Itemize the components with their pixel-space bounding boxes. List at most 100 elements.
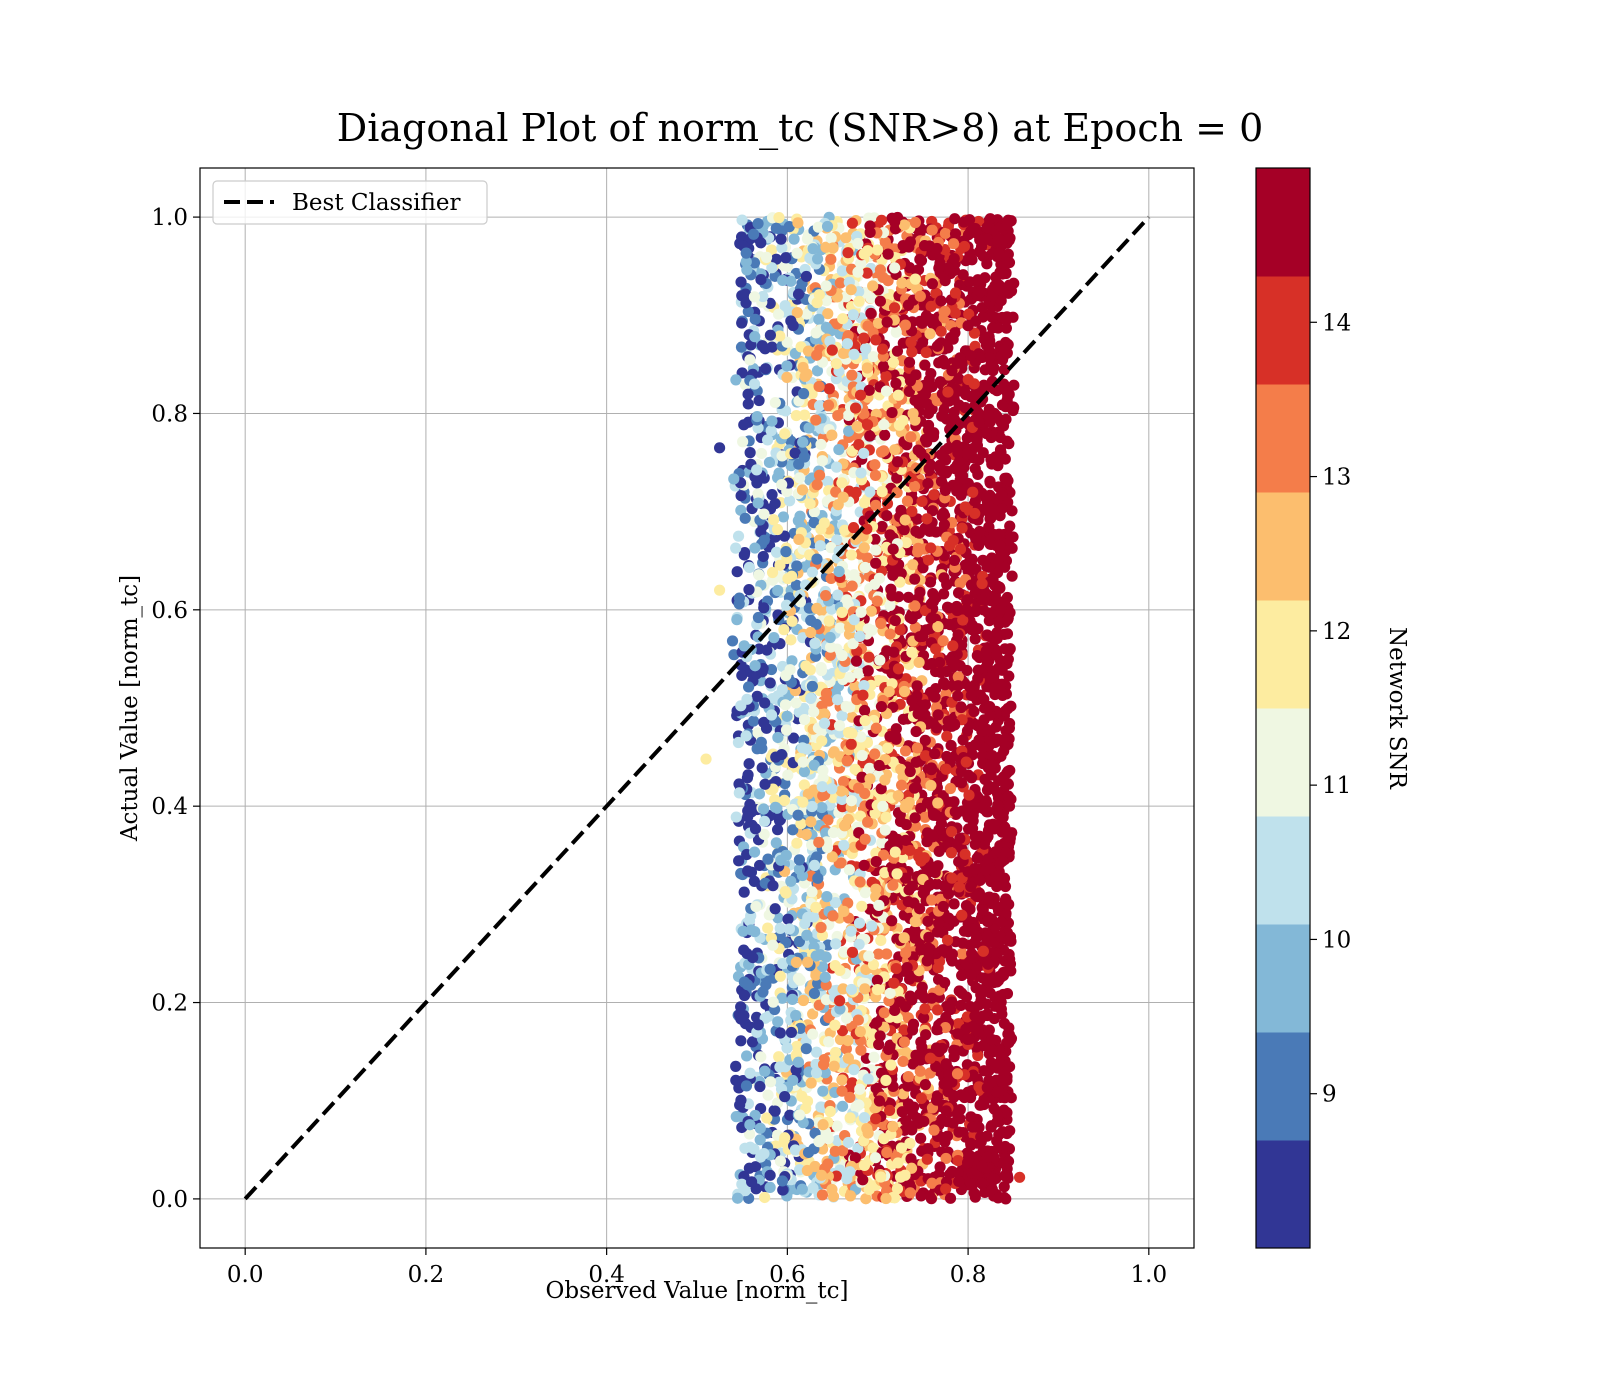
data-point: [906, 505, 918, 517]
data-point: [906, 694, 918, 707]
data-point: [898, 219, 910, 231]
data-point: [797, 361, 809, 374]
data-point: [881, 948, 893, 960]
data-point: [942, 715, 954, 727]
data-point: [948, 554, 961, 567]
data-point: [791, 837, 803, 849]
data-point: [740, 297, 752, 309]
data-point: [855, 606, 867, 618]
data-point: [784, 1109, 796, 1121]
data-point: [891, 1183, 904, 1195]
data-point: [796, 742, 808, 754]
data-point: [916, 317, 928, 329]
data-point: [981, 930, 994, 942]
data-point: [744, 354, 756, 366]
data-point: [730, 1111, 742, 1123]
data-point: [915, 1190, 927, 1202]
data-point: [836, 1100, 849, 1112]
data-point: [967, 1069, 979, 1081]
data-point: [824, 335, 836, 347]
data-point: [830, 461, 843, 473]
data-point: [747, 952, 759, 964]
data-point: [956, 522, 968, 534]
data-point: [967, 486, 979, 498]
data-point: [818, 708, 831, 720]
data-point: [919, 734, 931, 746]
data-point: [831, 694, 844, 706]
data-point: [968, 1187, 980, 1199]
data-point: [948, 253, 960, 265]
data-point: [885, 1059, 897, 1071]
data-point: [904, 375, 917, 387]
data-point: [870, 499, 882, 511]
data-point: [984, 538, 996, 550]
data-point: [740, 256, 752, 268]
data-point: [742, 681, 755, 693]
data-point: [730, 374, 742, 386]
data-point: [914, 253, 926, 265]
data-point: [952, 690, 964, 702]
data-point: [892, 389, 904, 401]
data-point: [934, 656, 946, 669]
data-point: [832, 589, 844, 601]
data-point: [836, 477, 848, 489]
data-point: [864, 430, 876, 442]
data-point: [743, 1162, 755, 1174]
data-point: [804, 498, 816, 510]
data-point: [895, 567, 907, 580]
data-point: [988, 504, 1000, 516]
data-point: [783, 923, 796, 935]
data-point: [954, 543, 967, 555]
data-point: [774, 970, 786, 982]
data-point: [834, 1003, 846, 1015]
data-point: [925, 367, 937, 380]
data-point: [752, 488, 764, 500]
data-point: [1000, 322, 1012, 334]
data-point: [969, 633, 981, 645]
data-point: [938, 588, 950, 600]
data-point: [830, 358, 843, 370]
data-point: [963, 214, 976, 226]
data-point: [995, 446, 1007, 459]
data-point: [972, 672, 984, 685]
data-point: [957, 614, 969, 626]
data-point: [790, 579, 803, 591]
data-point: [751, 690, 763, 702]
data-point: [902, 299, 915, 311]
data-point: [764, 1169, 776, 1181]
data-point: [963, 308, 975, 320]
data-point: [1008, 379, 1020, 391]
data-point: [981, 258, 993, 270]
data-point: [898, 932, 910, 944]
data-point: [971, 891, 983, 903]
data-point: [837, 775, 850, 788]
data-point: [811, 349, 823, 361]
data-point: [939, 275, 951, 287]
data-point: [845, 549, 858, 561]
data-point: [983, 352, 996, 364]
data-point: [736, 669, 748, 681]
data-point: [915, 944, 927, 956]
data-point: [919, 750, 932, 762]
data-point: [787, 1074, 799, 1087]
data-point: [850, 655, 863, 667]
data-point: [754, 1122, 766, 1134]
data-point: [999, 880, 1012, 893]
data-point: [933, 917, 945, 930]
data-point: [840, 700, 852, 713]
data-point: [728, 473, 740, 485]
data-point: [863, 1183, 875, 1196]
data-point: [861, 362, 873, 374]
data-point: [949, 213, 961, 225]
data-point: [811, 553, 823, 565]
data-point: [919, 388, 931, 401]
data-point: [960, 756, 972, 768]
data-point: [986, 1044, 999, 1057]
data-point: [944, 796, 956, 808]
data-point: [931, 340, 943, 352]
data-point: [774, 922, 786, 934]
data-point: [904, 765, 916, 778]
data-point: [1002, 934, 1014, 947]
data-point: [896, 277, 908, 289]
plot-area: 0.0 0.2 0.4 0.6 0.8 1.0 0.00.20.40.60.81.0: [151, 167, 1195, 1288]
